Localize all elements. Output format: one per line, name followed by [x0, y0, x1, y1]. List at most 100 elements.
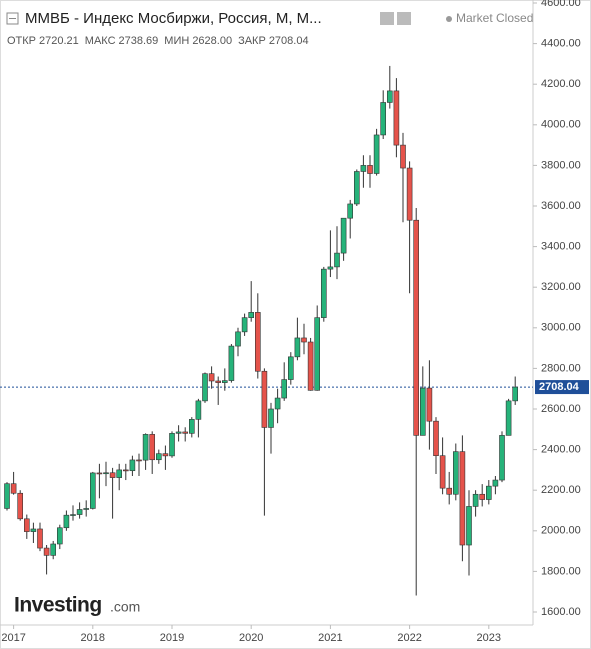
candle-body — [255, 312, 261, 372]
candle-body — [347, 203, 354, 219]
candle-body — [373, 134, 380, 174]
candle-body — [406, 167, 413, 221]
y-tick-label: 3000.00 — [541, 322, 581, 334]
candle-body — [241, 317, 248, 333]
candle-body — [37, 528, 43, 549]
candle-body — [393, 90, 400, 146]
candle-body — [334, 252, 340, 268]
candle-body — [142, 434, 149, 461]
candle-body — [83, 508, 89, 510]
candle-body — [17, 492, 24, 520]
candle-body — [56, 527, 63, 545]
candle-body — [156, 453, 162, 461]
candle-body — [228, 345, 235, 381]
candle-body — [505, 400, 512, 436]
candle-body — [50, 543, 57, 556]
candle-body — [485, 485, 492, 500]
candle-body — [439, 455, 446, 489]
candle-body — [320, 268, 327, 318]
y-tick-label: 2600.00 — [541, 403, 581, 415]
candle-body — [30, 528, 37, 532]
candle-body — [327, 266, 334, 270]
candle-body — [380, 102, 387, 136]
candle-body — [136, 459, 142, 462]
market-status: Market Closed — [456, 11, 533, 25]
candle-body — [426, 387, 433, 422]
candle-body — [116, 469, 122, 478]
y-tick-label: 4000.00 — [541, 119, 581, 131]
y-tick-label: 2400.00 — [541, 444, 581, 456]
y-tick-label: 4400.00 — [541, 38, 581, 50]
candle-body — [123, 469, 129, 472]
candle-body — [452, 451, 459, 495]
candle-body — [446, 487, 453, 495]
x-tick-label: 2017 — [1, 632, 25, 644]
candle-body — [340, 217, 347, 254]
candle-body — [90, 472, 96, 509]
settings-icon[interactable] — [380, 12, 394, 25]
candle-body — [459, 451, 466, 546]
x-tick-label: 2022 — [397, 632, 421, 644]
y-tick-label: 3800.00 — [541, 159, 581, 171]
candle-body — [208, 373, 215, 382]
candle-body — [149, 434, 155, 461]
candle-body — [63, 514, 70, 529]
candle-body — [129, 459, 136, 472]
candle-body — [281, 379, 288, 399]
candle-body — [400, 144, 406, 169]
candle-body — [96, 472, 103, 475]
candle-body — [386, 90, 393, 103]
candle-body — [169, 433, 175, 457]
candle-body — [189, 419, 195, 434]
ohlc-value: 2628.00 — [192, 35, 232, 47]
candle-body — [261, 370, 268, 428]
ohlc-label: МИН — [164, 35, 189, 47]
candle-body — [472, 493, 479, 507]
ohlc-value: 2708.04 — [269, 35, 309, 47]
y-tick-label: 2000.00 — [541, 525, 581, 537]
candle-body — [287, 356, 294, 380]
candle-body — [479, 493, 486, 500]
price-label-box — [535, 380, 589, 395]
ohlc-label: ОТКР — [7, 35, 36, 47]
candle-body — [235, 331, 241, 347]
y-tick-label: 2800.00 — [541, 362, 581, 374]
ohlc-header: ОТКР 2720.21 МАКС 2738.69 МИН 2628.00 ЗАКР 2708… — [7, 35, 309, 47]
candle-body — [268, 408, 274, 428]
candle-body — [202, 373, 208, 402]
status-dot — [446, 16, 452, 22]
logo-suffix: .com — [110, 599, 140, 615]
chart-title: ММВБ - Индекс Мосбиржи, Россия, М, М... — [25, 10, 322, 27]
price-label: 2708.04 — [539, 381, 580, 393]
x-tick-label: 2023 — [477, 632, 501, 644]
y-tick-label: 1800.00 — [541, 565, 581, 577]
candle-body — [10, 483, 17, 494]
gear-icon[interactable] — [397, 12, 411, 25]
y-tick-label: 3200.00 — [541, 281, 581, 293]
candle-body — [433, 420, 439, 456]
candle-body — [70, 514, 76, 516]
candle-body — [222, 380, 228, 383]
candle-body — [419, 387, 426, 436]
y-tick-label: 4600.00 — [541, 0, 581, 9]
candle-body — [353, 171, 360, 205]
candle-body — [314, 317, 321, 391]
candle-body — [367, 165, 373, 174]
ohlc-label: ЗАКР — [238, 35, 266, 47]
candle-body — [499, 435, 505, 481]
candle-body — [109, 472, 116, 478]
ohlc-value: 2738.69 — [119, 35, 159, 47]
candle-body — [307, 341, 314, 391]
x-tick-label: 2019 — [160, 632, 184, 644]
candle-body — [492, 479, 499, 487]
candle-body — [294, 337, 301, 358]
candle-body — [512, 386, 519, 402]
candle-body — [466, 506, 472, 546]
candle-body — [360, 165, 367, 172]
y-tick-label: 4200.00 — [541, 78, 581, 90]
candle-body — [43, 547, 50, 556]
candle-body — [182, 431, 188, 434]
logo: Investing — [14, 594, 102, 617]
